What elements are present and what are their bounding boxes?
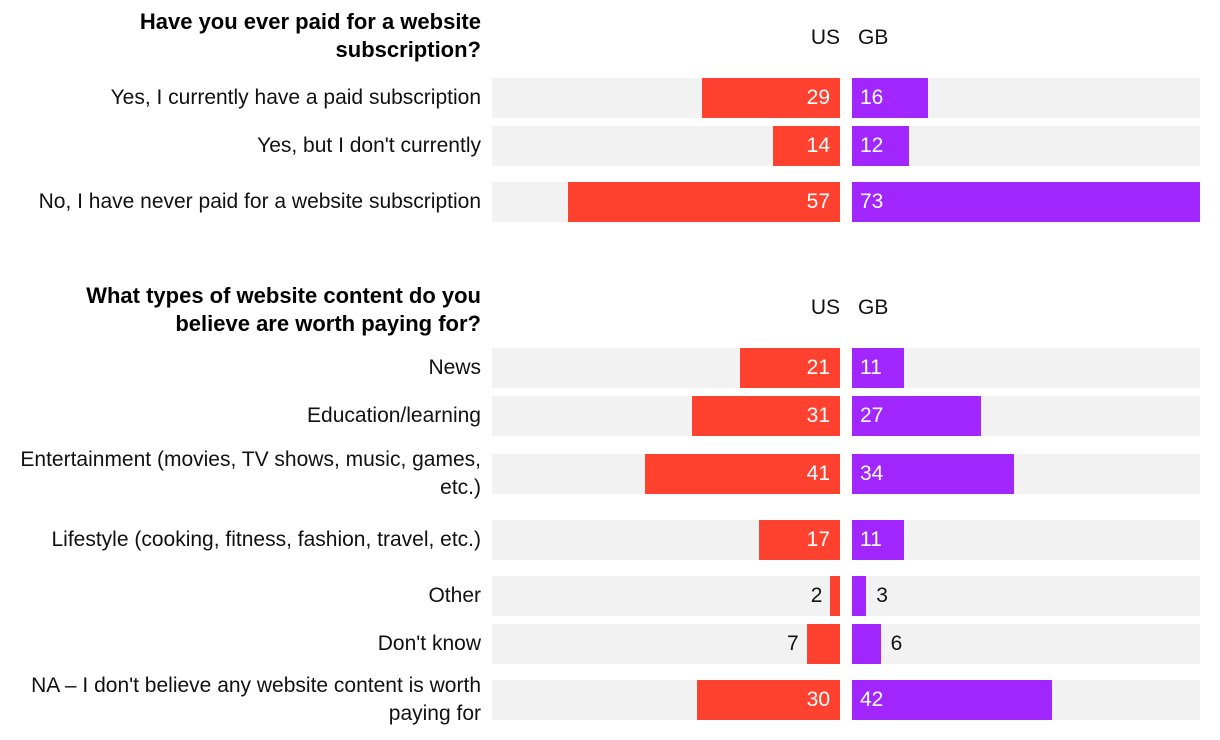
series-label-gb: GB [858, 26, 889, 49]
value-label-gb: 27 [860, 404, 884, 427]
track-gb [852, 348, 1200, 388]
bar-gb [852, 348, 905, 388]
category-label: Don't know [377, 632, 481, 655]
bar-us [739, 348, 840, 388]
value-label-gb: 12 [860, 134, 884, 157]
value-label-us: 31 [806, 404, 830, 427]
bar-gb [852, 78, 929, 118]
track-gb [852, 576, 1200, 616]
value-label-gb: 34 [860, 462, 884, 485]
track-us [492, 624, 840, 664]
bar-us [568, 182, 840, 222]
category-label: News [428, 356, 481, 379]
bar-us [696, 680, 840, 720]
category-label: Lifestyle (cooking, fitness, fashion, tr… [51, 528, 481, 551]
category-label: Yes, but I don't currently [257, 134, 481, 157]
category-label: Education/learning [307, 404, 481, 427]
bar-gb [852, 680, 1053, 720]
track-gb [852, 126, 1200, 166]
value-label-gb: 42 [860, 688, 884, 711]
value-label-us: 21 [806, 356, 830, 379]
value-label-us: 30 [806, 688, 830, 711]
value-label-gb: 3 [876, 584, 888, 607]
category-label: No, I have never paid for a website subs… [38, 190, 481, 213]
category-label: Other [428, 584, 481, 607]
bar-gb [852, 576, 867, 616]
track-gb [852, 520, 1200, 560]
value-label-gb: 73 [860, 190, 884, 213]
value-label-us: 41 [806, 462, 830, 485]
value-label-gb: 16 [860, 86, 884, 109]
bar-us [701, 78, 840, 118]
value-label-us: 2 [810, 584, 823, 607]
series-label-us: US [810, 296, 840, 319]
bar-gb [852, 126, 910, 166]
value-label-gb: 11 [860, 356, 882, 379]
bar-us [692, 396, 840, 436]
value-label-gb: 6 [890, 632, 903, 655]
value-label-gb: 11 [860, 528, 882, 551]
bar-us [830, 576, 840, 616]
track-gb [852, 624, 1200, 664]
series-label-us: US [810, 26, 840, 49]
series-label-gb: GB [858, 296, 889, 319]
bar-gb [852, 624, 881, 664]
bar-us [773, 126, 840, 166]
bar-us [644, 454, 840, 494]
value-label-us: 14 [806, 134, 830, 157]
bar-gb [852, 454, 1015, 494]
value-label-us: 29 [806, 86, 830, 109]
bar-us [758, 520, 840, 560]
chart-title: Have you ever paid for a website subscri… [139, 9, 481, 62]
bar-us [806, 624, 840, 664]
category-label: NA – I don't believe any website content… [31, 674, 481, 725]
bar-gb [852, 396, 981, 436]
track-us [492, 576, 840, 616]
bar-gb [852, 182, 1200, 222]
bar-gb [852, 520, 905, 560]
value-label-us: 17 [806, 528, 830, 551]
category-label: Yes, I currently have a paid subscriptio… [110, 86, 481, 109]
value-label-us: 57 [806, 190, 830, 213]
chart-title: What types of website content do you bel… [86, 283, 481, 336]
value-label-us: 7 [786, 632, 799, 655]
category-label: Entertainment (movies, TV shows, music, … [20, 448, 481, 499]
